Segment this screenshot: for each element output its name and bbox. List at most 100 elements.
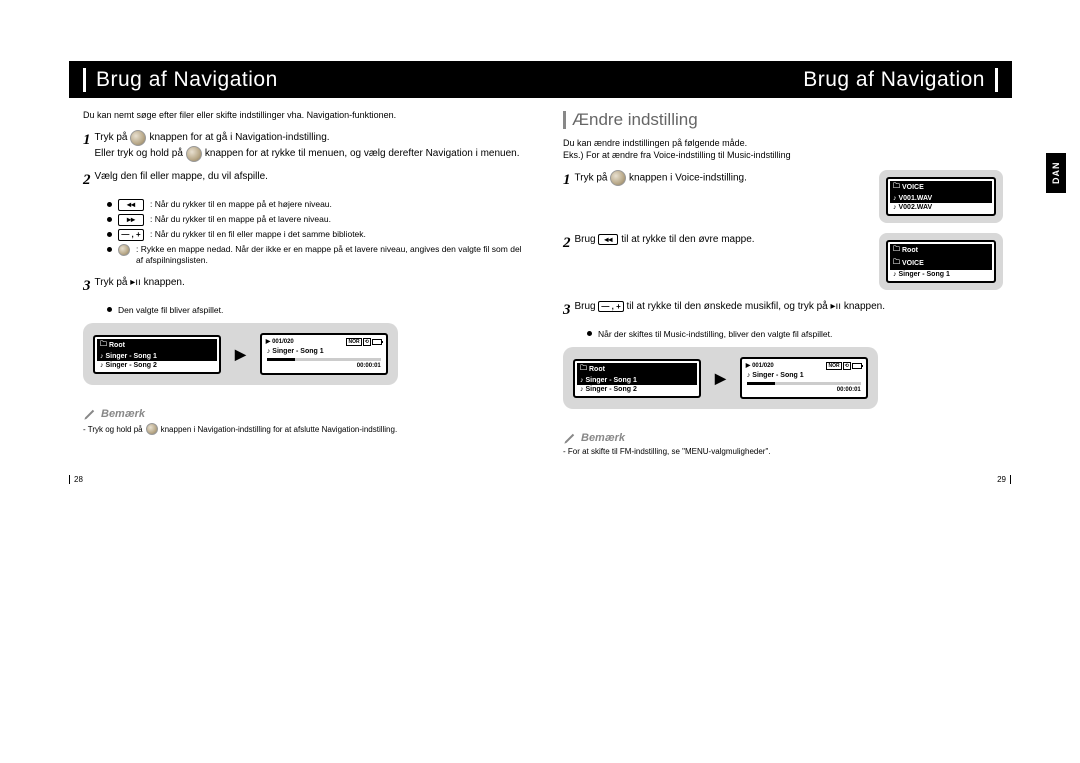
lcd-wrap: 🗀Root 🗀VOICE ♪Singer - Song 1 <box>879 233 1003 290</box>
lcd-row: Singer - Song 2 <box>106 362 157 369</box>
step3r-b: til at rykke til den ønskede musikfil, o… <box>627 301 885 312</box>
bullet-dot-icon <box>107 307 112 312</box>
step2r-b: til at rykke til den øvre mappe. <box>621 234 754 245</box>
note-icon: ♪ <box>747 372 751 379</box>
lcd-row: V002.WAV <box>899 204 933 211</box>
page-number-right: 29 <box>997 475 1011 484</box>
bullet-item: ◂◂ : Når du rykker til en mappe på et hø… <box>107 199 523 211</box>
note-icon: ♪ <box>580 386 584 393</box>
bullet-text: : Når du rykker til en mappe på et laver… <box>150 214 523 225</box>
minus-plus-icon: — , + <box>118 229 144 241</box>
progress-bar <box>747 382 861 385</box>
step-number: 1 <box>563 170 571 191</box>
bullet-item: — , + : Når du rykker til en fil eller m… <box>107 229 523 241</box>
section-title: Ændre indstilling <box>572 110 698 130</box>
note-icon: ♪ <box>100 353 104 360</box>
bullet-text: : Når du rykker til en mappe på et højer… <box>150 199 523 210</box>
step3r-sub-text: Når der skiftes til Music-indstilling, b… <box>598 329 832 339</box>
arrow-icon: ▶ <box>715 370 726 387</box>
lcd-wrap: 🗀VOICE ♪V001.WAV ♪V002.WAV <box>879 170 1003 223</box>
step3r-sub: Når der skiftes til Music-indstilling, b… <box>587 329 1003 339</box>
bullet-dot-icon <box>107 232 112 237</box>
lcd-screen-left: 🗀Root ♪Singer - Song 1 ♪Singer - Song 2 <box>573 359 701 398</box>
bullet-item: ▸▸ : Når du rykker til en mappe på et la… <box>107 214 523 226</box>
nav-button-icon <box>130 130 146 146</box>
note-text-a: - Tryk og hold på <box>83 425 143 434</box>
arrow-icon: ▶ <box>235 346 246 363</box>
folder-icon: 🗀 <box>893 182 900 193</box>
note-line-right: - For at skifte til FM-indstilling, se "… <box>563 447 1003 456</box>
lcd-screen-left: 🗀Root ♪Singer - Song 1 ♪Singer - Song 2 <box>93 335 221 374</box>
lcd-title: Root <box>109 342 125 349</box>
lcd-display-pair-right: 🗀Root ♪Singer - Song 1 ♪Singer - Song 2 … <box>563 347 878 409</box>
step3-sub-text: Den valgte fil bliver afspillet. <box>118 305 223 315</box>
lcd-screen-root: 🗀Root 🗀VOICE ♪Singer - Song 1 <box>886 240 996 283</box>
file-icon: ♪ <box>893 195 897 202</box>
step-2-right: 2 Brug ◂◂ til at rykke til den øvre mapp… <box>563 233 1003 290</box>
lcd-counter: 001/020 <box>752 363 774 369</box>
minus-plus-icon: — , + <box>598 301 623 312</box>
lcd-title: VOICE <box>902 184 924 191</box>
step1r-a: Tryk på <box>575 173 608 184</box>
step1r-b: knappen i Voice-indstilling. <box>629 173 747 184</box>
step3-sub: Den valgte fil bliver afspillet. <box>107 305 523 315</box>
lcd-row: Singer - Song 1 <box>272 348 323 355</box>
lcd-title: Root <box>589 366 605 373</box>
step1-text-b: knappen for at gå i Navigation-indstilli… <box>149 131 329 145</box>
lcd-screen-right: ▶ 001/020 NOR⟲ ♪Singer - Song 1 00:00:01 <box>260 333 388 375</box>
bullet-dot-icon <box>107 247 112 252</box>
note-icon: ♪ <box>893 271 897 278</box>
step2r-a: Brug <box>575 234 596 245</box>
note-heading-right: Bemærk <box>563 431 1003 445</box>
step-number: 2 <box>563 233 571 254</box>
page-right: Ændre indstilling Du kan ændre indstilli… <box>563 110 1003 456</box>
step2-text: Vælg den fil eller mappe, du vil afspill… <box>95 171 268 182</box>
note-text-right: - For at skifte til FM-indstilling, se "… <box>563 447 771 456</box>
step3-text: Tryk på ▸ıı knappen. <box>95 277 185 288</box>
lcd-counter: 001/020 <box>272 339 294 345</box>
lcd-row: Singer - Song 1 <box>586 377 637 384</box>
nav-button-icon <box>118 244 130 256</box>
note-line: - Tryk og hold på knappen i Navigation-i… <box>83 423 523 435</box>
language-tab: DAN <box>1046 153 1066 193</box>
step-number: 3 <box>83 276 91 297</box>
lcd-row: Singer - Song 1 <box>106 353 157 360</box>
bullet-dot-icon <box>107 202 112 207</box>
folder-icon: 🗀 <box>893 245 900 256</box>
file-icon: ♪ <box>893 204 897 211</box>
header-title-left: Brug af Navigation <box>83 68 278 92</box>
nav-bullet-list: ◂◂ : Når du rykker til en mappe på et hø… <box>107 199 523 266</box>
nav-button-icon <box>186 146 202 162</box>
step3r-a: Brug <box>575 301 596 312</box>
note-icon: ♪ <box>580 377 584 384</box>
step1-text-c: Eller tryk og hold på <box>95 147 183 161</box>
step-2-left: 2 Vælg den fil eller mappe, du vil afspi… <box>83 170 523 191</box>
rewind-icon: ◂◂ <box>118 199 144 211</box>
bullet-text: : Rykke en mappe nedad. Når der ikke er … <box>136 244 523 266</box>
folder-icon: 🗀 <box>893 258 900 269</box>
step-number: 3 <box>563 300 571 321</box>
lcd-row: V001.WAV <box>899 195 933 202</box>
header-title-right: Brug af Navigation <box>803 68 998 92</box>
note-heading: Bemærk <box>83 407 523 421</box>
step-1-left: 1 Tryk på knappen for at gå i Navigation… <box>83 130 523 162</box>
nav-button-icon <box>610 170 626 186</box>
bullet-dot-icon <box>587 331 592 336</box>
step1-text-d: knappen for at rykke til menuen, og vælg… <box>205 147 520 161</box>
step-number: 1 <box>83 130 91 151</box>
step-3-left: 3 Tryk på ▸ıı knappen. <box>83 276 523 297</box>
step1-text-a: Tryk på <box>95 131 128 145</box>
pencil-icon <box>563 431 577 445</box>
step-3-right: 3 Brug — , + til at rykke til den ønsked… <box>563 300 1003 321</box>
pencil-icon <box>83 407 97 421</box>
forward-icon: ▸▸ <box>118 214 144 226</box>
progress-bar <box>267 358 381 361</box>
note-icon: ♪ <box>100 362 104 369</box>
note-text-b: knappen i Navigation-indstilling for at … <box>161 425 398 434</box>
lcd-row: Singer - Song 1 <box>899 271 950 278</box>
folder-icon: 🗀 <box>100 340 107 351</box>
lcd-display-pair: 🗀Root ♪Singer - Song 1 ♪Singer - Song 2 … <box>83 323 398 385</box>
lcd-screen-voice: 🗀VOICE ♪V001.WAV ♪V002.WAV <box>886 177 996 216</box>
lcd-row: VOICE <box>902 260 924 267</box>
folder-icon: 🗀 <box>580 364 587 375</box>
